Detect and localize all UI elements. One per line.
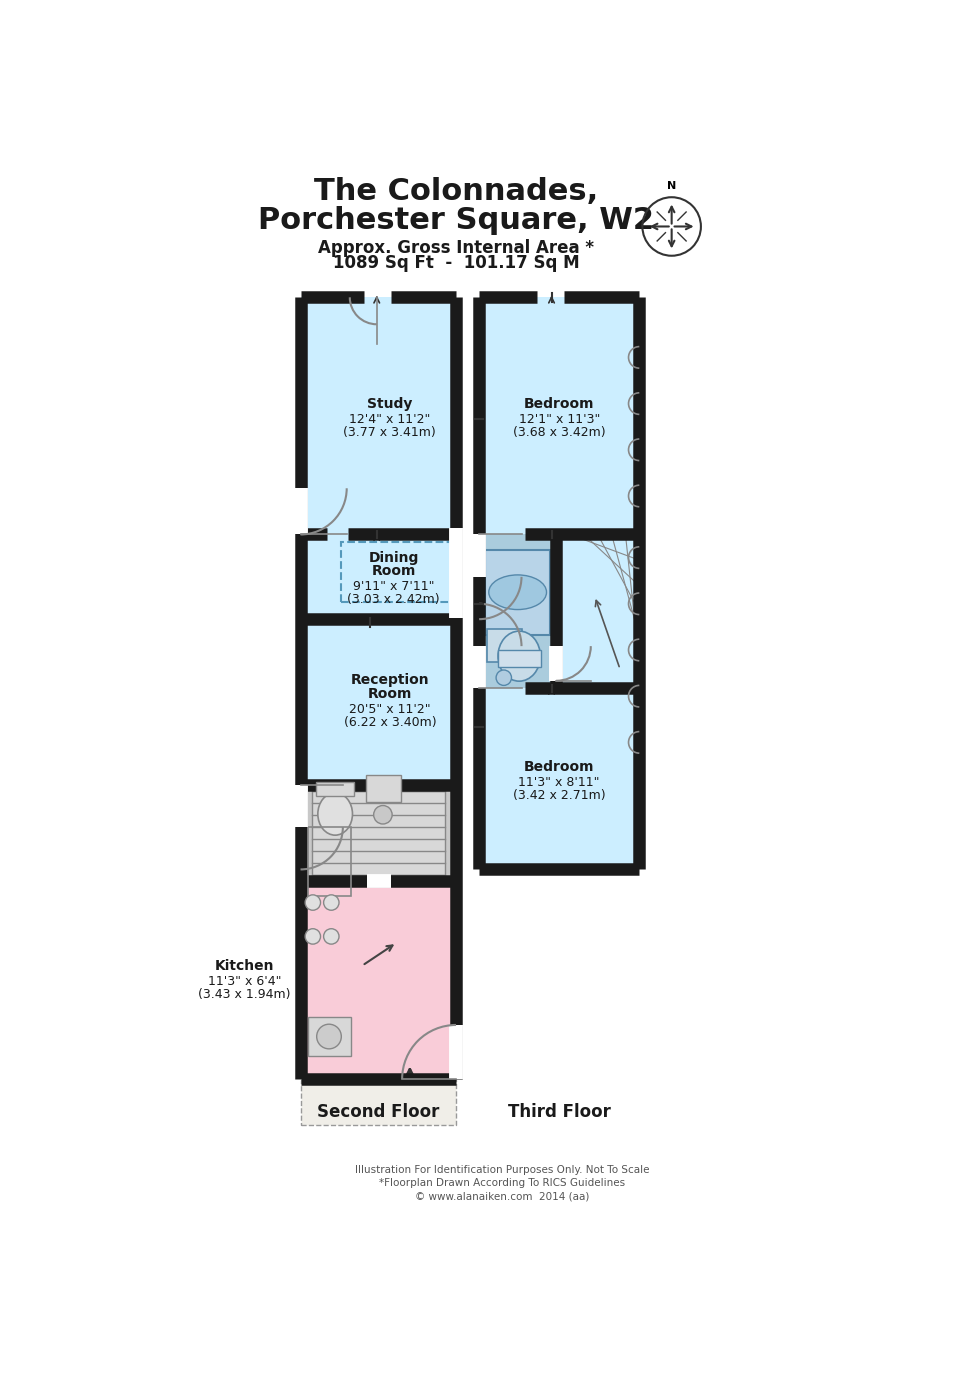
Text: 11'3" x 8'11": 11'3" x 8'11": [518, 776, 600, 789]
Text: 12'4" x 11'2": 12'4" x 11'2": [349, 414, 430, 426]
Text: Porchester Square, W2: Porchester Square, W2: [258, 206, 654, 235]
Bar: [557, 534, 639, 688]
Circle shape: [373, 805, 392, 824]
Bar: [479, 534, 557, 688]
Text: Dining: Dining: [368, 551, 418, 565]
Bar: [479, 297, 639, 534]
Bar: [301, 297, 456, 534]
Bar: [366, 775, 401, 801]
Text: 9'11" x 7'11": 9'11" x 7'11": [353, 580, 434, 594]
Bar: [301, 785, 456, 881]
Bar: [485, 550, 550, 635]
Bar: [301, 1080, 456, 1125]
Text: 1089 Sq Ft  -  101.17 Sq M: 1089 Sq Ft - 101.17 Sq M: [333, 254, 579, 272]
Bar: [487, 629, 521, 661]
Text: Room: Room: [371, 565, 416, 578]
Ellipse shape: [489, 574, 547, 610]
Text: (3.03 x 2.42m): (3.03 x 2.42m): [347, 594, 440, 606]
Bar: [308, 1017, 351, 1055]
Text: Room: Room: [368, 687, 412, 701]
Text: Kitchen: Kitchen: [215, 959, 274, 973]
Bar: [316, 782, 355, 797]
Bar: [301, 534, 456, 785]
Circle shape: [323, 894, 339, 910]
Text: Illustration For Identification Purposes Only. Not To Scale: Illustration For Identification Purposes…: [355, 1165, 650, 1175]
Text: Reception: Reception: [351, 673, 429, 687]
Text: Approx. Gross Internal Area *: Approx. Gross Internal Area *: [318, 239, 594, 257]
Text: Bedroom: Bedroom: [524, 397, 595, 411]
Ellipse shape: [498, 631, 540, 682]
Text: 11'3" x 6'4": 11'3" x 6'4": [208, 976, 281, 988]
Bar: [312, 791, 445, 875]
Text: The Colonnades,: The Colonnades,: [314, 177, 598, 206]
Bar: [499, 650, 541, 666]
Ellipse shape: [318, 793, 353, 835]
Text: Study: Study: [368, 397, 413, 411]
Text: (6.22 x 3.40m): (6.22 x 3.40m): [344, 716, 436, 730]
Text: (3.43 x 1.94m): (3.43 x 1.94m): [198, 988, 290, 1002]
Text: Second Floor: Second Floor: [318, 1103, 439, 1121]
Bar: [560, 539, 635, 684]
Text: (3.68 x 3.42m): (3.68 x 3.42m): [513, 426, 606, 440]
Bar: [341, 543, 456, 602]
Text: (3.42 x 2.71m): (3.42 x 2.71m): [513, 790, 606, 802]
Circle shape: [305, 929, 320, 944]
Circle shape: [305, 894, 320, 910]
Bar: [479, 688, 639, 870]
Text: Bedroom: Bedroom: [524, 760, 595, 775]
Text: N: N: [667, 181, 676, 191]
Text: Third Floor: Third Floor: [508, 1103, 611, 1121]
Text: © www.alanaiken.com  2014 (aa): © www.alanaiken.com 2014 (aa): [416, 1191, 589, 1202]
Bar: [308, 827, 351, 896]
Text: (3.77 x 3.41m): (3.77 x 3.41m): [343, 426, 436, 440]
Text: 20'5" x 11'2": 20'5" x 11'2": [349, 703, 430, 716]
Circle shape: [496, 671, 512, 686]
Bar: [301, 881, 456, 1079]
Text: *Floorplan Drawn According To RICS Guidelines: *Floorplan Drawn According To RICS Guide…: [379, 1178, 625, 1187]
Circle shape: [317, 1024, 341, 1048]
Circle shape: [323, 929, 339, 944]
Text: 12'1" x 11'3": 12'1" x 11'3": [518, 414, 600, 426]
